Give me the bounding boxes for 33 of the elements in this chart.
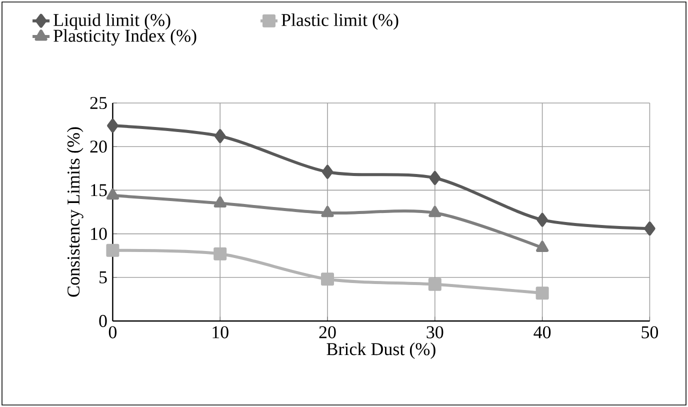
point <box>536 240 549 252</box>
point <box>106 244 120 257</box>
x-axis-title: Brick Dust (%) <box>326 342 436 359</box>
point <box>321 206 334 218</box>
legend-label: Plastic limit (%) <box>282 13 398 30</box>
point <box>106 188 119 200</box>
point <box>214 247 227 260</box>
point <box>536 212 548 227</box>
point <box>214 196 226 208</box>
legend-label: Plasticity Index (%) <box>54 29 196 46</box>
y-tick-label: 20 <box>90 140 107 153</box>
legend-label: Liquid limit (%) <box>54 13 170 30</box>
x-tick-label: 50 <box>642 326 658 338</box>
point <box>644 222 656 236</box>
y-tick-label: 10 <box>91 228 107 240</box>
x-tick-label: 30 <box>426 326 444 338</box>
point <box>428 206 442 218</box>
point <box>322 164 334 179</box>
y-axis-title: Consistency Limits (%) <box>66 127 84 297</box>
y-tick-label: 15 <box>91 184 107 196</box>
y-tick-label: 0 <box>99 314 107 328</box>
point <box>536 286 549 300</box>
x-tick-label: 40 <box>534 326 551 338</box>
point <box>214 129 226 144</box>
y-tick-label: 5 <box>100 271 107 284</box>
x-tick-label: 20 <box>319 326 336 338</box>
point <box>429 170 441 185</box>
y-tick-label: 25 <box>90 96 107 110</box>
x-tick-label: 10 <box>212 326 228 338</box>
point <box>107 118 118 133</box>
x-tick-label: 0 <box>108 326 117 338</box>
point <box>321 272 334 286</box>
point <box>428 278 442 291</box>
